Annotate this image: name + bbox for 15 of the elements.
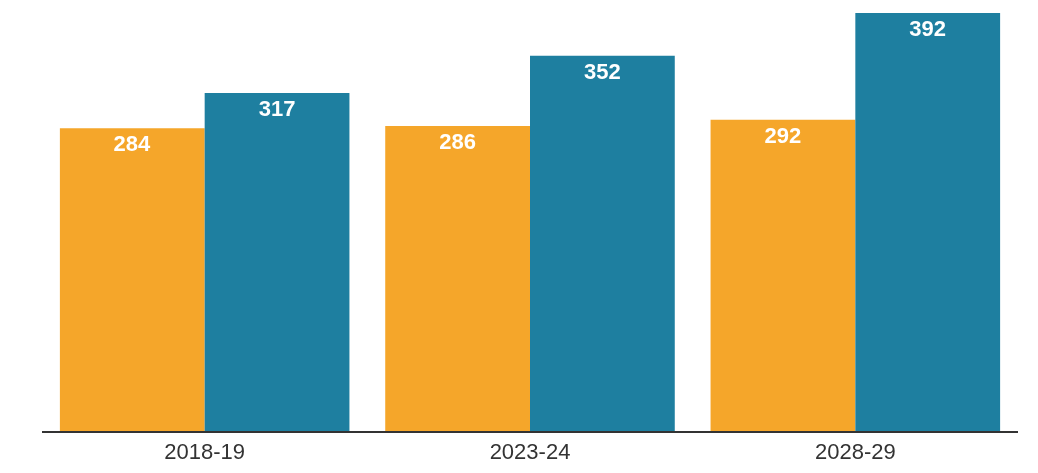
data-label: 352 — [584, 58, 621, 84]
data-label: 292 — [764, 122, 802, 148]
data-label: 392 — [909, 16, 947, 41]
bar — [710, 119, 856, 431]
data-label: 284 — [113, 131, 152, 157]
bar — [855, 13, 1001, 431]
data-label: 286 — [439, 129, 476, 155]
bar — [530, 55, 675, 431]
data-label: 317 — [258, 95, 296, 121]
bar — [59, 128, 205, 431]
bar — [385, 126, 530, 431]
bar — [204, 92, 350, 431]
x-tick-label: 2018-19 — [164, 439, 246, 465]
x-tick-label: 2023-24 — [489, 439, 571, 465]
x-tick-label: 2028-29 — [814, 439, 896, 465]
